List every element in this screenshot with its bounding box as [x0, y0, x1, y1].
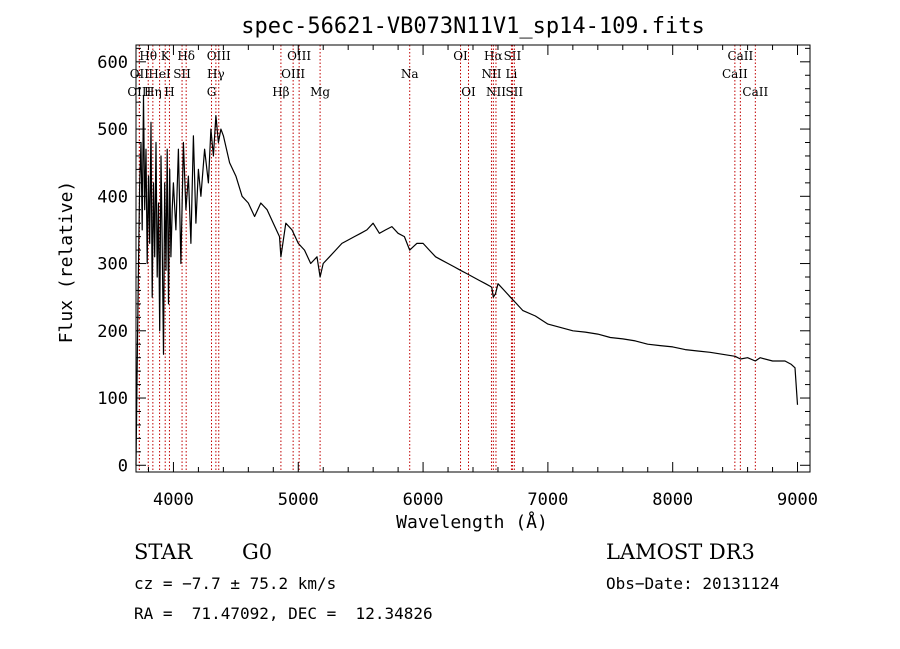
- object-class: STAR: [134, 540, 193, 564]
- chart-title: spec-56621-VB073N11V1_sp14-109.fits: [241, 14, 705, 39]
- y-tick-label-0: 0: [118, 456, 128, 476]
- line-label-22: Li: [506, 67, 518, 81]
- line-label-14: Hβ: [272, 85, 289, 99]
- y-tick-label-500: 500: [97, 120, 128, 140]
- line-label-21: NII: [481, 67, 501, 81]
- obs-date: Obs−Date: 20131124: [606, 574, 780, 593]
- line-label-6: SII: [173, 67, 191, 81]
- y-tick-label-300: 300: [97, 255, 128, 275]
- line-label-0: Hθ: [139, 49, 157, 63]
- line-label-2: OIII: [127, 85, 151, 99]
- survey-name: LAMOST DR3: [606, 540, 755, 564]
- line-label-11: G: [207, 85, 217, 99]
- line-label-10: Hγ: [207, 67, 225, 81]
- line-label-5: Hη: [144, 85, 162, 99]
- line-label-4: HeI: [148, 67, 171, 81]
- y-tick-label-100: 100: [97, 389, 128, 409]
- y-tick-label-200: 200: [97, 322, 128, 342]
- line-label-19: Hα: [484, 49, 503, 63]
- line-label-20: SII: [504, 49, 522, 63]
- line-label-7: H: [164, 85, 174, 99]
- line-label-27: CaII: [742, 85, 768, 99]
- x-tick-label-6000: 6000: [403, 490, 444, 510]
- line-label-9: OIII: [207, 49, 231, 63]
- line-label-17: OI: [453, 49, 468, 63]
- y-tick-label-600: 600: [97, 53, 128, 73]
- x-tick-label-5000: 5000: [278, 490, 319, 510]
- redshift-text: cz = −7.7 ± 75.2 km/s: [134, 574, 337, 593]
- y-axis-label: Flux (relative): [56, 181, 77, 344]
- line-label-12: OIII: [287, 49, 311, 63]
- plot-frame: [135, 44, 811, 473]
- line-label-8: Hδ: [177, 49, 195, 63]
- coordinates: RA = 71.47092, DEC = 12.34826: [134, 604, 433, 623]
- x-tick-label-8000: 8000: [652, 490, 693, 510]
- line-label-24: SII: [505, 85, 523, 99]
- line-label-23: NII: [486, 85, 506, 99]
- line-label-25: CaII: [727, 49, 753, 63]
- line-label-3: K: [161, 49, 171, 63]
- line-label-15: Mg: [310, 85, 330, 99]
- x-tick-label-9000: 9000: [777, 490, 818, 510]
- line-label-16: Na: [401, 67, 419, 81]
- object-subclass: G0: [242, 540, 273, 564]
- line-label-18: OI: [461, 85, 476, 99]
- x-axis-label: Wavelength (Å): [396, 511, 548, 533]
- x-tick-label-4000: 4000: [153, 490, 194, 510]
- y-tick-label-400: 400: [97, 187, 128, 207]
- line-label-26: CaII: [722, 67, 748, 81]
- spectrum-line: [135, 94, 799, 466]
- line-label-13: OIII: [281, 67, 305, 81]
- x-tick-label-7000: 7000: [527, 490, 568, 510]
